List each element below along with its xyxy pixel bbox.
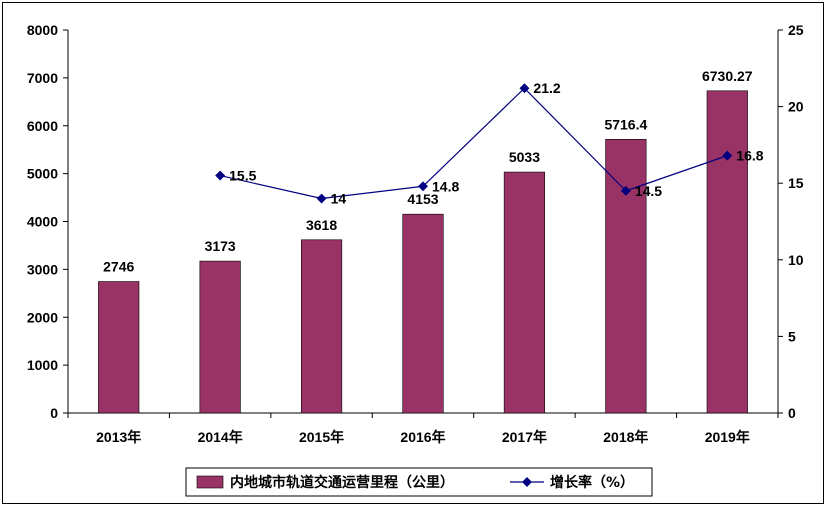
legend-line-marker — [522, 477, 532, 487]
axes: 0 1000 2000 3000 4000 5000 6000 7000 8000 0 5 10 15 2… — [27, 22, 804, 445]
y-left-tick-label: 0 — [50, 405, 58, 421]
y-left-tick-label: 6000 — [27, 118, 58, 134]
legend: 内地城市轨道交通运营里程（公里） 增长率（%） — [185, 467, 653, 497]
bar-series — [98, 90, 748, 414]
bar — [98, 281, 140, 414]
y-right-tick-label: 20 — [788, 99, 804, 115]
x-tick-label: 2017年 — [502, 429, 547, 445]
x-tick-label: 2014年 — [198, 429, 243, 445]
legend-bar-label: 内地城市轨道交通运营里程（公里） — [230, 474, 454, 491]
line-point — [215, 170, 226, 181]
bar — [199, 260, 241, 414]
y-right-tick-label: 5 — [788, 328, 796, 344]
bar-value-label: 5716.4 — [604, 116, 647, 132]
bar-value-label: 6730.27 — [702, 68, 753, 84]
line-point — [418, 181, 428, 192]
legend-box — [185, 467, 653, 497]
bar — [503, 171, 546, 414]
line-value-label: 21.2 — [533, 80, 560, 96]
line-value-label: 14.8 — [432, 178, 459, 194]
line-value-label: 14 — [331, 191, 347, 207]
bar-value-label: 2746 — [103, 259, 134, 275]
y-left-tick-label: 1000 — [27, 357, 58, 373]
bar — [300, 239, 343, 414]
legend-bar-swatch — [196, 475, 224, 489]
bar-value-label: 3173 — [205, 238, 236, 254]
y-left-tick-label: 7000 — [27, 70, 58, 86]
x-tick-label: 2013年 — [96, 429, 141, 445]
bar-value-label: 4153 — [407, 191, 438, 207]
bar — [706, 90, 748, 414]
line-point — [316, 193, 327, 204]
x-tick-label: 2016年 — [400, 429, 445, 445]
y-left-tick-label: 3000 — [27, 261, 58, 277]
y-left-tick-label: 5000 — [27, 166, 58, 182]
line-value-label: 14.5 — [635, 183, 662, 199]
line-point — [722, 150, 733, 161]
y-left-tick-label: 4000 — [27, 214, 58, 230]
y-right-tick-label: 0 — [788, 405, 796, 421]
line-point — [620, 185, 631, 196]
data-labels: 2746 3173 3618 4153 5033 5716.4 6730.27 15.5 14 1… — [103, 68, 764, 275]
bar-value-label: 3618 — [306, 217, 337, 233]
x-tick-label: 2019年 — [705, 429, 750, 445]
y-right-tick-label: 10 — [788, 252, 804, 268]
y-left-tick-label: 2000 — [27, 309, 58, 325]
y-left-tick-label: 8000 — [27, 22, 58, 38]
line-value-label: 15.5 — [229, 168, 256, 184]
line-value-label: 16.8 — [736, 148, 763, 164]
line-point — [519, 83, 530, 94]
bar — [402, 213, 444, 414]
bar — [605, 139, 647, 414]
y-right-tick-label: 25 — [788, 22, 804, 38]
line-series — [215, 83, 733, 204]
y-right-tick-label: 15 — [788, 175, 804, 191]
bar-value-label: 5033 — [509, 149, 540, 165]
x-tick-label: 2015年 — [299, 429, 344, 445]
growth-line — [220, 87, 728, 200]
legend-line-label: 增长率（%） — [550, 474, 634, 491]
x-tick-label: 2018年 — [603, 429, 648, 445]
